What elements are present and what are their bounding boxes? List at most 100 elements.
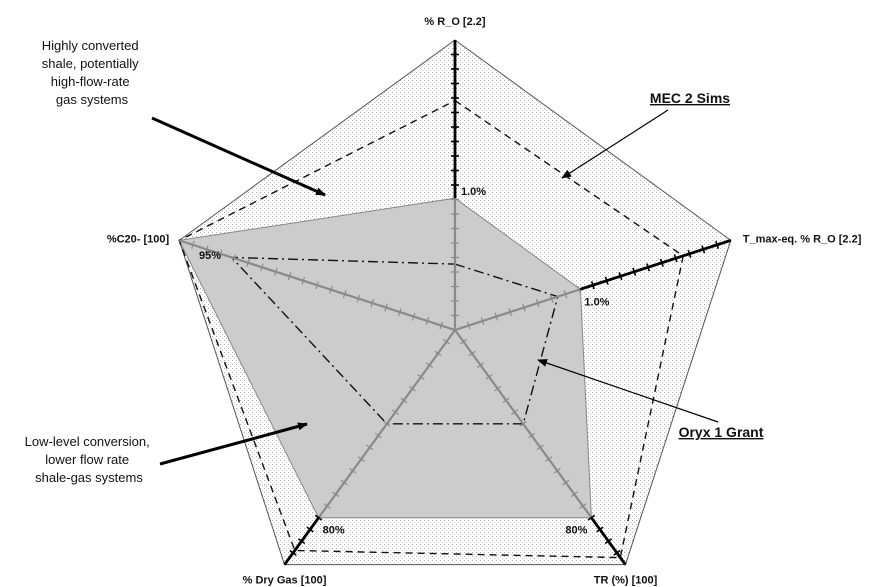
tick-label-0: 1.0% xyxy=(461,186,486,198)
axis-tick xyxy=(398,308,402,317)
axis-label-4: %C20- [100] xyxy=(107,233,170,245)
axis-tick xyxy=(468,350,476,357)
axis-tick xyxy=(673,254,678,263)
axis-tick xyxy=(289,549,297,556)
tick-label-4: 95% xyxy=(199,250,221,262)
axis-tick xyxy=(577,285,581,294)
axis-tick xyxy=(417,374,425,380)
callout-mec-2-sims: MEC 2 Sims xyxy=(650,90,730,106)
axis-tick xyxy=(596,526,604,533)
axis-tick xyxy=(632,267,637,276)
axis-tick xyxy=(467,321,471,330)
axis-tick xyxy=(480,317,485,325)
axis-tick xyxy=(687,249,692,258)
axis-tick xyxy=(494,312,499,321)
axis-tick xyxy=(701,245,706,254)
axis-tick xyxy=(522,303,526,312)
axis-tick xyxy=(391,409,399,415)
axis-tick xyxy=(356,294,361,303)
axis-tick xyxy=(323,503,331,509)
axis-tick xyxy=(332,491,340,498)
axis-tick xyxy=(459,338,468,345)
axis-tick xyxy=(613,549,621,556)
axis-tick xyxy=(315,281,319,290)
axis-tick xyxy=(342,290,347,299)
axis-tick xyxy=(246,258,250,267)
axis-tick xyxy=(434,350,442,357)
axis-tick xyxy=(287,272,292,281)
axis-tick xyxy=(618,272,623,281)
axis-tick xyxy=(232,254,237,263)
axis-tick xyxy=(587,514,596,521)
axis-tick xyxy=(590,281,595,290)
axis-tick xyxy=(604,538,613,545)
axis-tick xyxy=(408,385,416,392)
oryx-1-grant-series xyxy=(229,256,559,425)
tick-label-1: 1.0% xyxy=(584,296,609,308)
axis-tick xyxy=(502,397,510,404)
annotation-bottom-left: Low-level conversion, lower flow rate sh… xyxy=(25,434,154,485)
axis-tick xyxy=(306,526,314,533)
axis-tick xyxy=(273,267,278,276)
axis-label-0: % R_O [2.2] xyxy=(424,16,485,28)
axis-tick xyxy=(579,503,587,509)
shaded-region xyxy=(178,197,592,519)
axis-tick xyxy=(425,317,430,325)
axis-inner-1 xyxy=(454,288,581,332)
mec-2-sims-series xyxy=(178,99,684,559)
axis-tick xyxy=(563,290,568,299)
tick-label-2: 80% xyxy=(565,525,587,537)
axis-label-3: % Dry Gas [100] xyxy=(243,575,327,587)
axis-tick xyxy=(383,421,391,427)
axis-tick xyxy=(329,285,333,294)
axis-tick xyxy=(297,538,306,545)
axis-outer-1 xyxy=(579,239,732,291)
arrow-bottom-left xyxy=(159,422,308,466)
axis-tick xyxy=(508,308,512,317)
axis-tick xyxy=(535,299,540,308)
axis-tick xyxy=(485,374,493,380)
axis-tick xyxy=(519,421,527,427)
axis-tick xyxy=(715,240,720,249)
axis-tick xyxy=(301,276,306,285)
callout-oryx-1-grant: Oryx 1 Grant xyxy=(679,424,764,440)
axis-tick xyxy=(411,312,416,321)
tick-label-3: 80% xyxy=(323,525,345,537)
axis-tick xyxy=(494,385,502,392)
axis-tick xyxy=(400,397,408,404)
axis-tick xyxy=(366,444,374,451)
axis-tick xyxy=(570,491,578,498)
axis-tick xyxy=(553,467,561,474)
axis-tick xyxy=(545,456,553,462)
axis-tick xyxy=(562,479,570,486)
arrow-oryx-1-grant xyxy=(537,359,719,423)
axis-tick xyxy=(374,432,382,439)
axis-tick xyxy=(604,276,609,285)
axis-label-2: TR (%) [100] xyxy=(594,575,658,587)
annotation-top-left: Highly converted shale, potentially high… xyxy=(42,38,142,107)
axis-tick xyxy=(549,294,554,303)
axis-tick xyxy=(528,432,536,439)
axis-tick xyxy=(384,303,388,312)
axis-tick xyxy=(340,479,348,486)
axis-tick xyxy=(442,338,451,345)
axis-tick xyxy=(218,249,223,258)
axis-tick xyxy=(439,321,443,330)
axis-tick xyxy=(425,362,434,368)
axis-tick xyxy=(204,245,209,254)
axis-tick xyxy=(646,263,651,272)
arrow-top-left xyxy=(151,116,326,197)
axis-tick xyxy=(260,263,264,272)
axis-tick xyxy=(370,299,375,308)
axis-label-1: T_max-eq. % R_O [2.2] xyxy=(743,233,862,245)
axis-tick xyxy=(357,456,365,462)
axis-tick xyxy=(536,444,544,451)
axis-tick xyxy=(511,409,519,415)
arrow-mec-2-sims xyxy=(561,109,669,179)
axis-tick xyxy=(476,362,485,368)
axis-tick xyxy=(349,467,357,474)
axis-tick xyxy=(314,514,323,521)
axis-tick xyxy=(659,258,664,267)
axis-tick xyxy=(191,240,195,249)
